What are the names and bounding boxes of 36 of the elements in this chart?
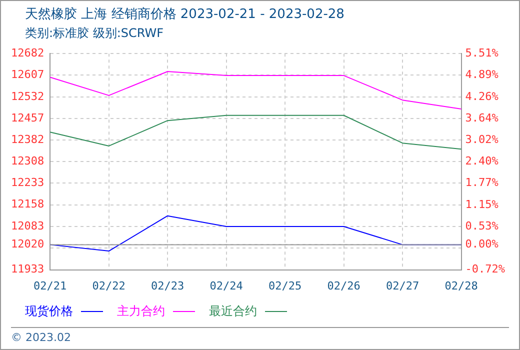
- y2-tick-label: -0.72%: [465, 262, 506, 276]
- y-tick-label: 12607: [10, 68, 44, 82]
- y-tick-label: 12457: [10, 111, 44, 124]
- legend-label: 现货价格: [25, 303, 73, 320]
- y2-tick-label: 1.15%: [465, 198, 499, 211]
- y2-tick-label: 4.26%: [465, 90, 499, 103]
- y2-tick-label: 0.00%: [465, 238, 499, 251]
- chart-subtitle: 类别:标准胶 级别:SCRWF: [25, 25, 164, 42]
- y-tick-label: 12682: [10, 46, 44, 60]
- legend-label: 最近合约: [209, 303, 257, 320]
- chart-title: 天然橡胶 上海 经销商价格 2023-02-21 - 2023-02-28: [25, 6, 344, 23]
- y-tick-label: 12158: [10, 198, 44, 211]
- y2-tick-label: 5.51%: [465, 46, 499, 60]
- x-tick-label: 02/27: [386, 279, 420, 292]
- y2-tick-label: 1.77%: [465, 176, 499, 190]
- y2-tick-label: 2.40%: [465, 154, 499, 168]
- x-tick-label: 02/26: [327, 279, 360, 292]
- x-tick-label: 02/21: [34, 279, 67, 292]
- y-tick-label: 11933: [10, 262, 44, 276]
- x-tick-label: 02/25: [268, 279, 302, 292]
- y2-tick-label: 4.89%: [465, 68, 499, 81]
- y2-tick-label: 3.64%: [465, 111, 499, 124]
- y2-tick-label: 0.53%: [465, 219, 499, 232]
- y-tick-label: 12083: [10, 219, 44, 232]
- x-tick-label: 02/28: [444, 279, 478, 292]
- legend-label: 主力合约: [117, 303, 165, 320]
- y-tick-label: 12233: [10, 176, 44, 190]
- y-tick-label: 12020: [10, 238, 44, 251]
- y-tick-label: 12382: [10, 133, 44, 146]
- y-tick-label: 12308: [10, 154, 44, 168]
- x-tick-label: 02/23: [151, 279, 184, 292]
- y2-tick-label: 3.02%: [465, 132, 499, 146]
- text: © 2023.02: [11, 327, 509, 344]
- x-tick-label: 02/22: [92, 279, 126, 292]
- x-tick-label: 02/24: [210, 279, 244, 292]
- y-tick-label: 12532: [10, 90, 44, 103]
